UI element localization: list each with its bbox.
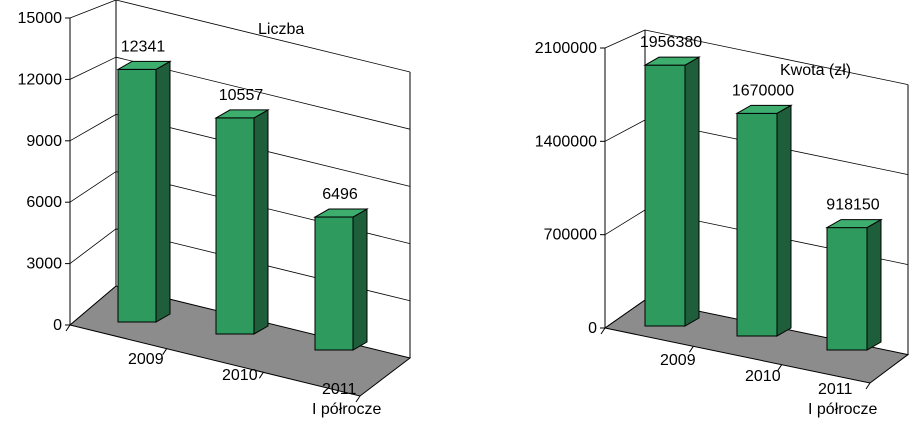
x-tick	[162, 348, 168, 355]
chart-kwota: Kwota (zł) 0 700000 1400000 2100000 1956380 1…	[535, 29, 910, 418]
bar-top	[313, 208, 369, 218]
gridline-depth	[604, 209, 646, 236]
x-tick	[355, 395, 361, 403]
bar-side	[352, 208, 368, 351]
bar-front	[215, 117, 255, 335]
bar-side	[776, 104, 792, 337]
bar-front	[826, 227, 868, 351]
gridline-depth	[69, 171, 117, 203]
bar-front	[117, 68, 157, 323]
x-category-label: 2009	[128, 351, 164, 368]
bar-side	[253, 109, 269, 335]
x-category-label: 2009	[660, 352, 696, 369]
x-tick	[865, 382, 871, 390]
bar-front	[314, 216, 354, 351]
x-category-label: 2011	[818, 381, 853, 398]
gridline-depth	[69, 114, 117, 142]
data-label: 1956380	[640, 34, 702, 51]
bar-side	[155, 60, 171, 323]
x-category-label: 2010	[222, 367, 258, 384]
bar-side	[684, 56, 700, 327]
gridline-depth	[69, 0, 117, 19]
bar-top	[214, 109, 270, 119]
x-category-label: 2010	[745, 368, 781, 385]
gridline-depth	[69, 285, 117, 326]
y-tick-label: 15000	[18, 10, 63, 27]
gridline	[115, 0, 411, 73]
x-tick	[600, 327, 606, 335]
x-tick	[777, 364, 783, 371]
data-label: 1670000	[732, 82, 794, 99]
y-tick-label: 6000	[26, 194, 62, 211]
data-label: 12341	[121, 38, 166, 55]
x-category-label: I półrocze	[312, 401, 381, 418]
y-tick-label: 0	[588, 320, 597, 337]
gridline-depth	[604, 299, 646, 329]
bar-top	[825, 219, 883, 229]
bar-side	[866, 218, 882, 351]
gridline-depth	[69, 228, 117, 264]
gridline-depth	[604, 29, 646, 49]
bar-front	[644, 64, 686, 327]
data-label: 6496	[322, 186, 358, 203]
data-label: 918150	[826, 197, 879, 214]
bar-front	[736, 112, 778, 337]
chart-liczba: Liczba 0 3000 6000 9000 12000 15000 12341 10557…	[18, 0, 412, 418]
y-tick-label: 0	[53, 317, 62, 334]
y-tick-label: 9000	[26, 133, 62, 150]
data-label: 10557	[219, 87, 264, 104]
y-tick-label: 700000	[544, 227, 597, 244]
y-tick-label: 2100000	[535, 40, 597, 57]
x-tick	[258, 372, 264, 379]
x-tick	[688, 346, 694, 353]
chart-title-kwota: Kwota (zł)	[780, 62, 851, 79]
gridline-depth	[604, 119, 646, 142]
x-tick	[65, 324, 71, 332]
y-tick-label: 1400000	[535, 133, 597, 150]
gridline	[644, 29, 909, 85]
bar-top	[643, 56, 701, 66]
y-tick-label: 12000	[18, 71, 63, 88]
gridline-depth	[69, 56, 117, 80]
x-category-label: I półrocze	[808, 401, 877, 418]
bar-top	[735, 104, 793, 114]
y-tick-label: 3000	[26, 256, 62, 273]
x-category-label: 2011	[322, 381, 357, 398]
chart-title-liczba: Liczba	[258, 21, 304, 38]
bar-top	[116, 60, 172, 70]
